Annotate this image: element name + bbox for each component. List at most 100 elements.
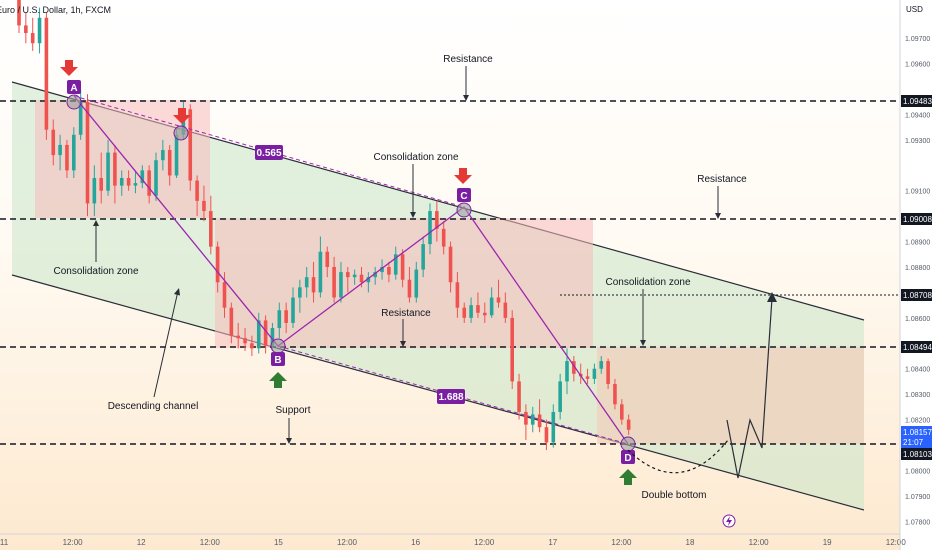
- candle-body[interactable]: [37, 17, 42, 44]
- candle-body[interactable]: [366, 277, 371, 283]
- candle-body[interactable]: [510, 317, 514, 382]
- pattern-top-circle[interactable]: [173, 125, 189, 141]
- candle-body[interactable]: [489, 297, 494, 316]
- candle-body[interactable]: [215, 246, 220, 283]
- time-tick-label: 12:00: [200, 538, 221, 547]
- candle-body[interactable]: [496, 297, 501, 303]
- candle-body[interactable]: [373, 272, 377, 278]
- candle-body[interactable]: [99, 178, 103, 191]
- candle-body[interactable]: [393, 254, 398, 275]
- candle-body[interactable]: [558, 381, 562, 412]
- candle-body[interactable]: [229, 307, 234, 336]
- candle-body[interactable]: [140, 170, 145, 184]
- candle-body[interactable]: [126, 178, 131, 186]
- candle-body[interactable]: [599, 361, 604, 369]
- candle-body[interactable]: [256, 320, 261, 349]
- candle-body[interactable]: [119, 178, 124, 186]
- candle-body[interactable]: [435, 211, 439, 229]
- pattern-point-d-circle[interactable]: [620, 436, 636, 452]
- candle-body[interactable]: [195, 180, 199, 201]
- candle-body[interactable]: [263, 320, 268, 346]
- candle-body[interactable]: [421, 244, 425, 270]
- candle-body[interactable]: [476, 305, 480, 313]
- candle-body[interactable]: [332, 267, 336, 298]
- candle-body[interactable]: [188, 109, 193, 181]
- candle-body[interactable]: [380, 267, 384, 273]
- candle-body[interactable]: [311, 277, 316, 293]
- candle-body[interactable]: [606, 361, 610, 384]
- pattern-point-a-circle[interactable]: [66, 94, 82, 110]
- candle-body[interactable]: [24, 25, 28, 34]
- candle-body[interactable]: [236, 335, 240, 339]
- candle-body[interactable]: [298, 287, 302, 298]
- candle-body[interactable]: [222, 282, 227, 308]
- candle-body[interactable]: [92, 178, 97, 204]
- candle-body[interactable]: [544, 427, 549, 443]
- candle-body[interactable]: [592, 368, 597, 379]
- candle-body[interactable]: [551, 411, 556, 443]
- candle-body[interactable]: [524, 411, 528, 425]
- candle-body[interactable]: [565, 361, 569, 382]
- candle-body[interactable]: [133, 183, 138, 186]
- candle-body[interactable]: [277, 310, 282, 329]
- price-tick-label: 1.09100: [905, 189, 930, 196]
- candle-body[interactable]: [613, 383, 617, 405]
- candle-body[interactable]: [585, 376, 590, 379]
- candle-body[interactable]: [72, 134, 76, 171]
- candle-body[interactable]: [51, 129, 56, 156]
- candle-body[interactable]: [387, 267, 391, 275]
- candle-body[interactable]: [339, 272, 343, 298]
- candle-body[interactable]: [174, 134, 179, 176]
- candle-body[interactable]: [284, 310, 288, 323]
- candle-body[interactable]: [400, 254, 405, 280]
- candle-body[interactable]: [359, 274, 364, 283]
- candle-body[interactable]: [414, 269, 419, 298]
- candle-body[interactable]: [154, 160, 158, 196]
- candle-body[interactable]: [503, 302, 508, 318]
- candle-body[interactable]: [483, 312, 487, 316]
- candle-body[interactable]: [30, 33, 35, 44]
- pattern-point-c-circle[interactable]: [456, 202, 472, 218]
- candle-body[interactable]: [304, 277, 309, 288]
- candle-body[interactable]: [44, 17, 49, 130]
- candle-body[interactable]: [78, 101, 83, 135]
- candle-body[interactable]: [85, 101, 90, 204]
- candle-body[interactable]: [469, 305, 473, 318]
- candle-body[interactable]: [407, 279, 412, 298]
- candle-body[interactable]: [291, 297, 295, 323]
- symbol-title[interactable]: Euro / U.S. Dollar, 1h, FXCM: [0, 5, 111, 15]
- candle-body[interactable]: [572, 361, 576, 374]
- candle-body[interactable]: [270, 328, 275, 346]
- candle-body[interactable]: [106, 152, 110, 191]
- candle-body[interactable]: [318, 251, 323, 293]
- time-axis[interactable]: 11 12:00 12 12:00 15 12:00 16 12:00 17 12:00 18 12:…: [0, 538, 906, 547]
- candle-body[interactable]: [147, 170, 151, 196]
- candle-body[interactable]: [626, 419, 631, 430]
- candle-body[interactable]: [346, 272, 350, 278]
- candle-body[interactable]: [250, 343, 254, 349]
- candle-body[interactable]: [202, 200, 206, 212]
- candle-body[interactable]: [209, 211, 213, 247]
- candle-body[interactable]: [325, 251, 330, 267]
- candle-body[interactable]: [161, 150, 165, 161]
- price-axis[interactable]: 1.09700 1.09600 1.09400 1.09300 1.09100 1.089…: [905, 36, 930, 526]
- candle-body[interactable]: [113, 152, 117, 186]
- candle-body[interactable]: [441, 228, 446, 247]
- candle-body[interactable]: [65, 144, 69, 171]
- candle-body[interactable]: [17, 0, 21, 26]
- candle-body[interactable]: [537, 414, 542, 428]
- pattern-point-b-circle[interactable]: [270, 338, 286, 354]
- candle-body[interactable]: [517, 381, 521, 412]
- candle-body[interactable]: [352, 274, 357, 278]
- candle-body[interactable]: [462, 307, 467, 318]
- candle-body[interactable]: [243, 338, 247, 344]
- candle-body[interactable]: [455, 282, 460, 308]
- pointer-consolidation-2-head: [410, 212, 416, 218]
- candle-body[interactable]: [620, 404, 624, 420]
- candle-body[interactable]: [167, 150, 172, 176]
- candle-body[interactable]: [58, 144, 62, 156]
- lightning-icon[interactable]: [722, 514, 736, 528]
- candle-body[interactable]: [530, 414, 535, 425]
- candle-body[interactable]: [428, 211, 432, 245]
- candle-body[interactable]: [448, 246, 453, 283]
